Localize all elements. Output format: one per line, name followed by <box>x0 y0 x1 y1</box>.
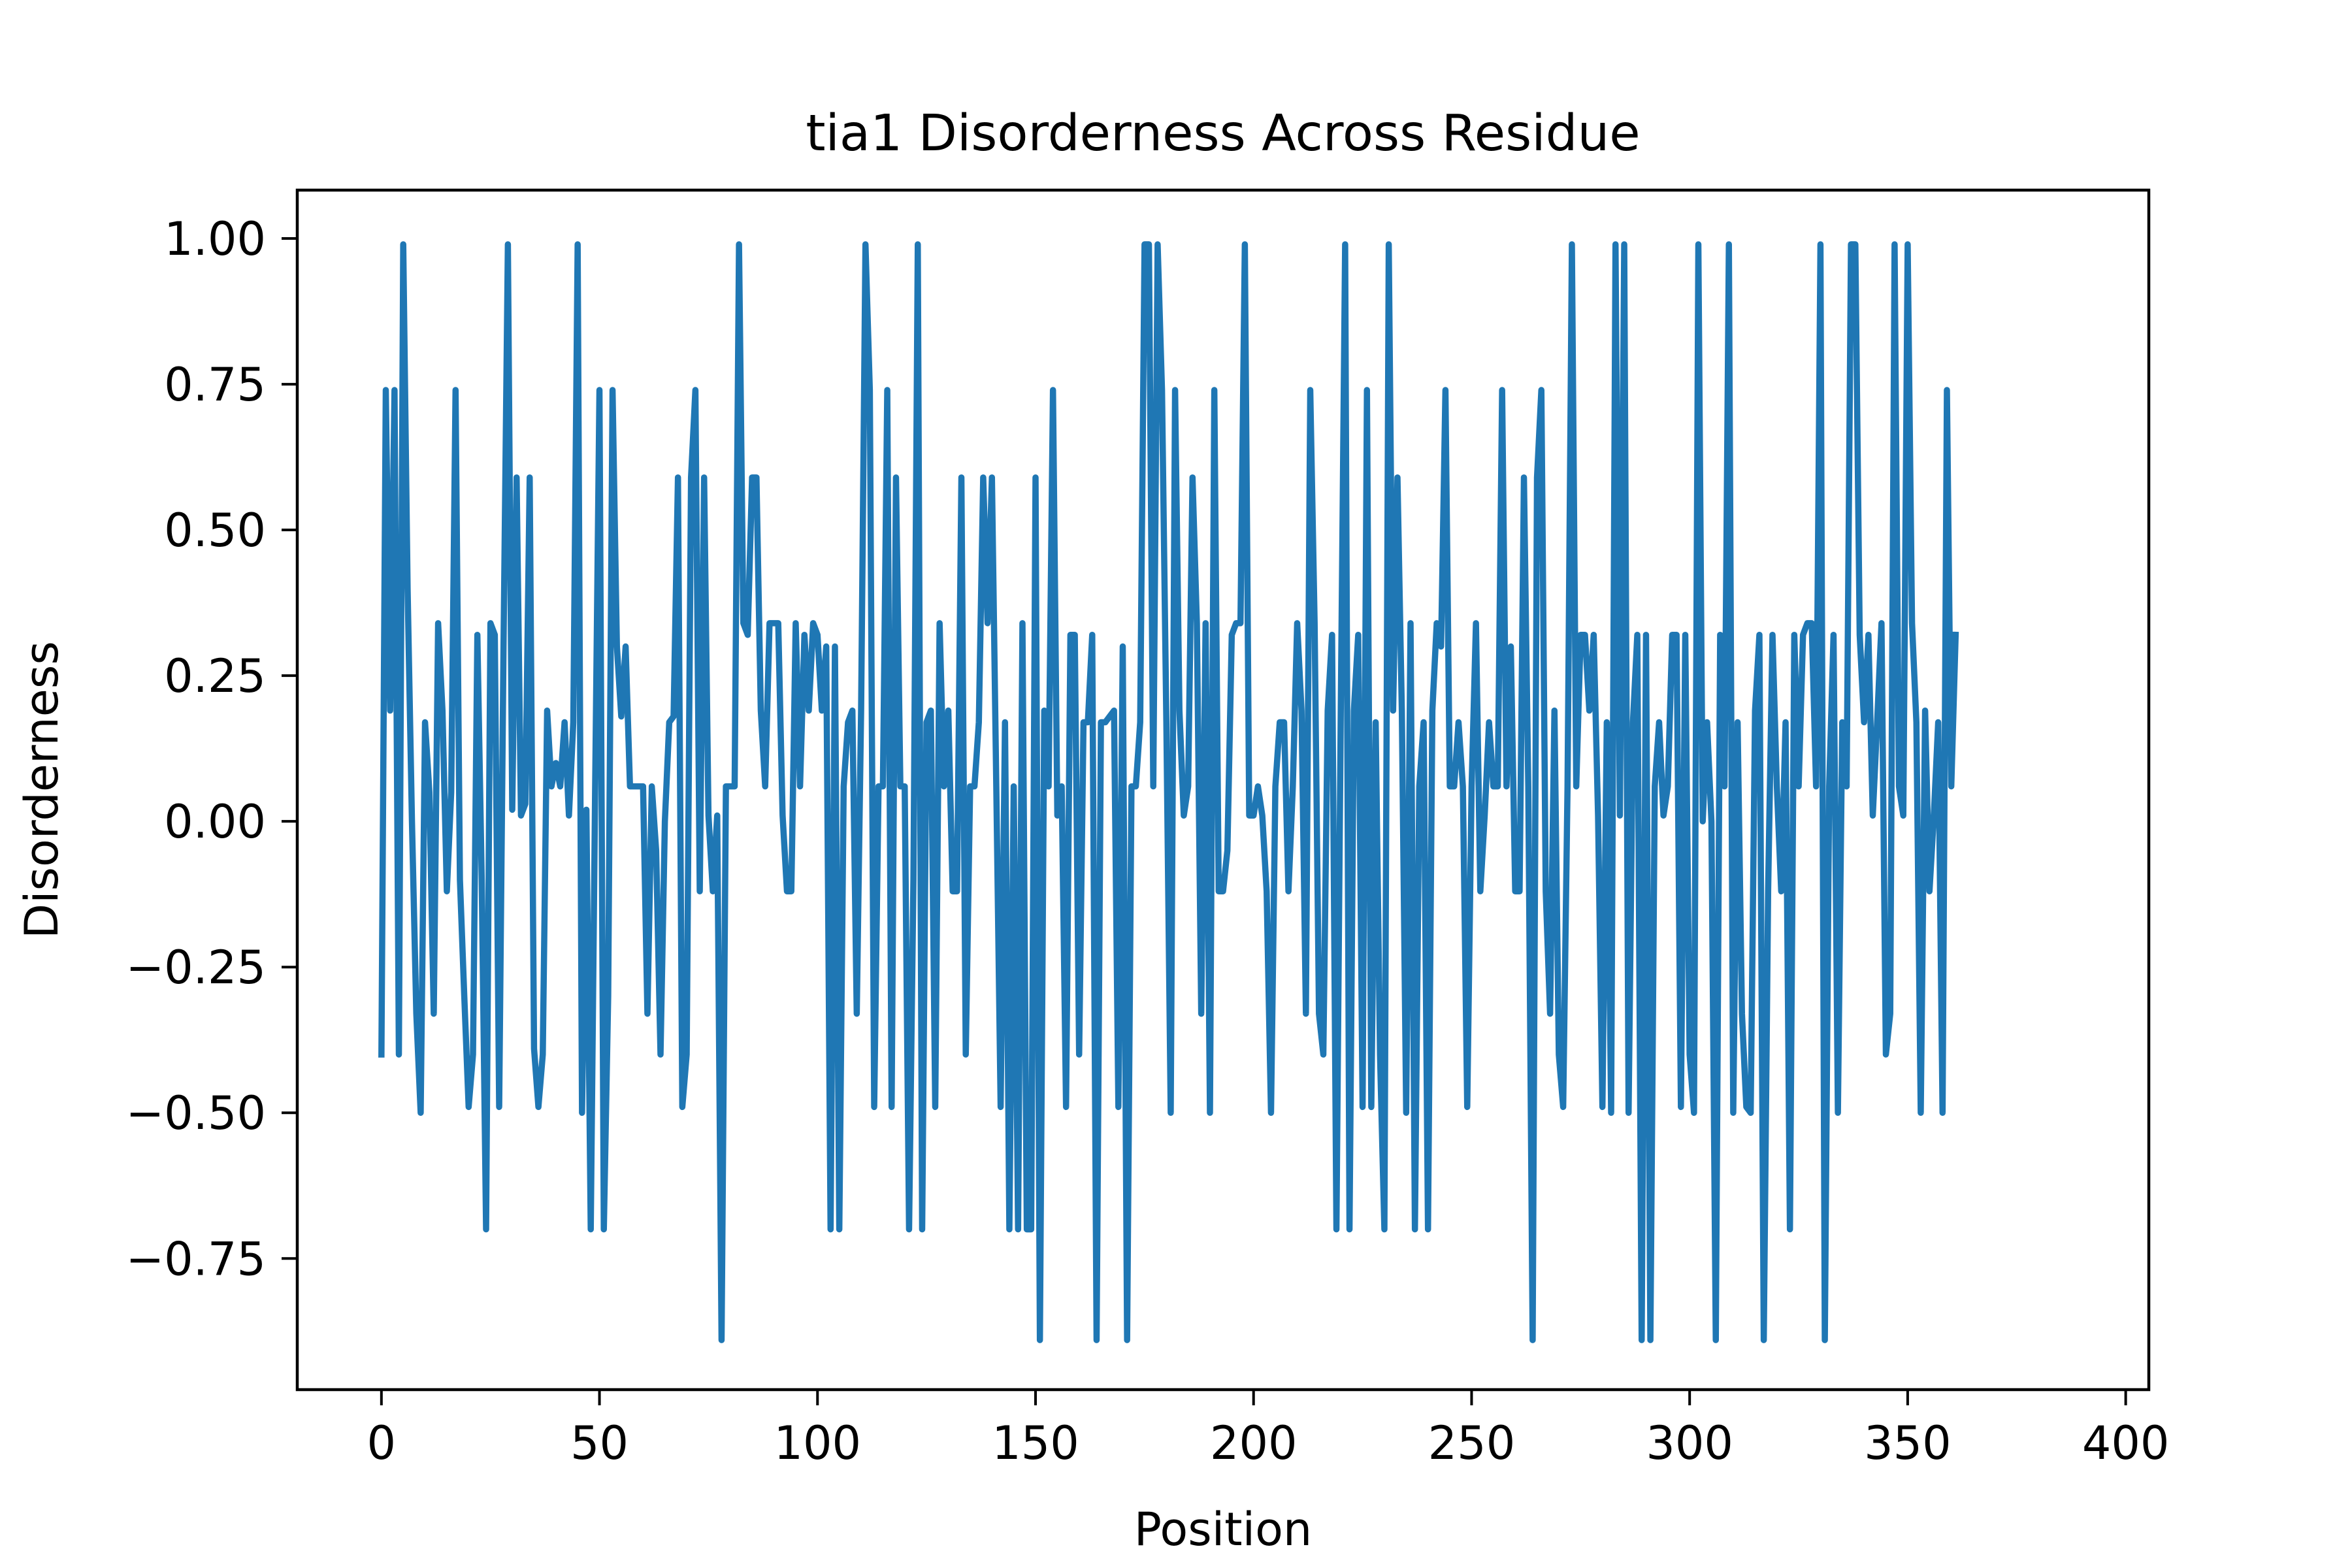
plot-area <box>378 241 1959 1343</box>
x-tick-label: 400 <box>2082 1416 2170 1470</box>
x-tick-label: 200 <box>1210 1416 1298 1470</box>
y-tick-label: −0.50 <box>125 1086 266 1140</box>
x-axis-label: Position <box>1134 1503 1313 1556</box>
x-tick-label: 300 <box>1646 1416 1733 1470</box>
y-tick-label: 0.75 <box>164 358 266 412</box>
axes-frame <box>295 188 2151 1392</box>
y-tick-label: 0.50 <box>164 504 266 557</box>
chart-title: tia1 Disorderness Across Residue <box>806 105 1640 163</box>
series-line <box>378 241 1959 1343</box>
y-tick-label: −0.75 <box>125 1232 266 1286</box>
y-axis-label: Disorderness <box>15 641 69 939</box>
x-tick-label: 350 <box>1864 1416 1952 1470</box>
x-tick-label: 100 <box>774 1416 861 1470</box>
y-tick-label: −0.25 <box>125 941 266 994</box>
y-tick-label: 0.25 <box>164 649 266 703</box>
x-axis: 0 50 100 150 200 250 300 350 400 <box>367 1390 2170 1470</box>
x-tick-label: 50 <box>570 1416 629 1470</box>
x-tick-label: 0 <box>367 1416 397 1470</box>
x-tick-label: 150 <box>992 1416 1079 1470</box>
x-tick-label: 250 <box>1428 1416 1516 1470</box>
y-tick-label: 1.00 <box>164 212 266 266</box>
y-axis: −0.75 −0.50 −0.25 0.00 0.25 0.50 0.75 1.00 <box>125 212 297 1286</box>
y-tick-label: 0.00 <box>164 795 266 849</box>
